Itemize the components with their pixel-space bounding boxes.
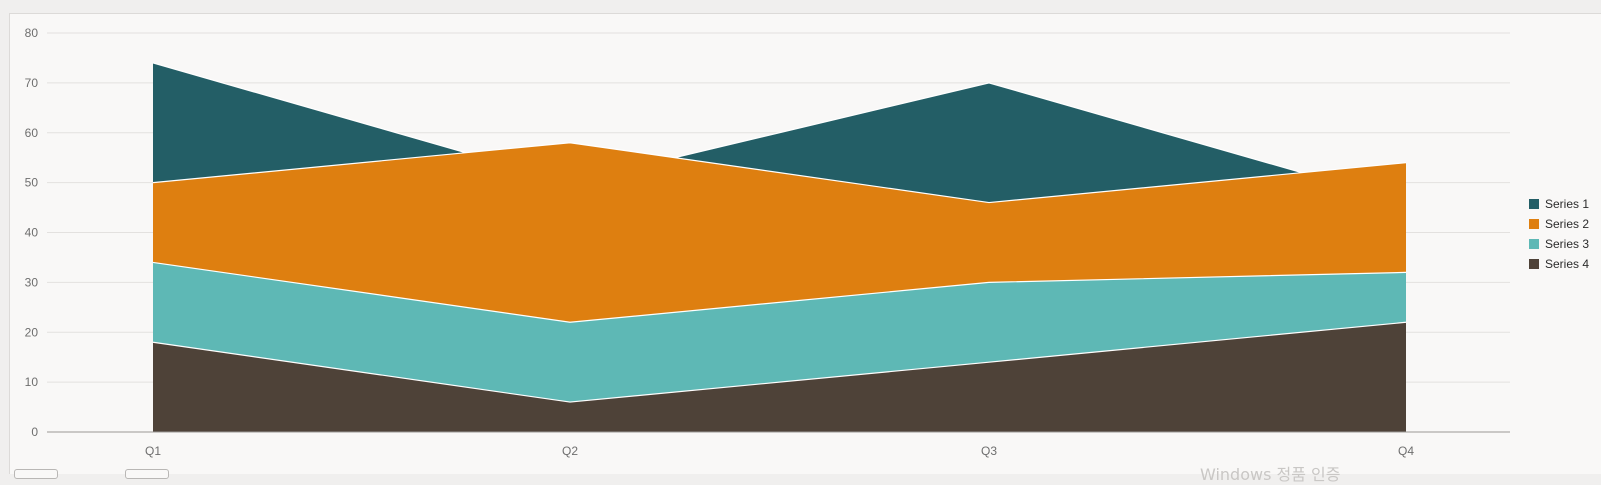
legend-item-series-2[interactable]: Series 2	[1529, 217, 1589, 231]
x-tick-label: Q4	[1398, 444, 1414, 458]
legend-swatch	[1529, 239, 1539, 249]
data-point[interactable]	[567, 140, 573, 146]
area-series-1-edge	[152, 62, 1407, 204]
os-activation-watermark: Windows 정품 인증	[1200, 465, 1341, 484]
y-tick-label: 50	[25, 176, 39, 190]
x-axis-ticks: Q1 Q2 Q3 Q4	[145, 444, 1414, 458]
data-point[interactable]	[150, 339, 156, 345]
legend-swatch	[1529, 219, 1539, 229]
data-point[interactable]	[1403, 160, 1409, 166]
y-tick-label: 60	[25, 126, 39, 140]
footer-button-left[interactable]	[14, 469, 58, 479]
legend-label: Series 2	[1545, 217, 1589, 231]
x-tick-label: Q2	[562, 444, 578, 458]
y-tick-label: 20	[25, 325, 39, 339]
data-point[interactable]	[1403, 319, 1409, 325]
legend-label: Series 4	[1545, 257, 1589, 271]
x-tick-label: Q3	[981, 444, 997, 458]
legend-item-series-3[interactable]: Series 3	[1529, 237, 1589, 251]
y-tick-label: 10	[25, 375, 39, 389]
data-point[interactable]	[150, 60, 156, 66]
legend: Series 1 Series 2 Series 3 Series 4	[1529, 197, 1589, 271]
legend-label: Series 3	[1545, 237, 1589, 251]
area-series-3-edge	[152, 261, 1407, 323]
y-tick-label: 0	[31, 425, 38, 439]
legend-item-series-1[interactable]: Series 1	[1529, 197, 1589, 211]
data-point[interactable]	[567, 319, 573, 325]
legend-swatch	[1529, 199, 1539, 209]
y-tick-label: 80	[25, 26, 39, 40]
footer-button-right[interactable]	[125, 469, 169, 479]
y-axis-ticks: 0 10 20 30 40 50 60 70 80	[25, 26, 39, 439]
x-tick-label: Q1	[145, 444, 161, 458]
area-series-4-edge	[152, 321, 1407, 403]
area-series-2-edge	[152, 142, 1407, 204]
data-point[interactable]	[986, 80, 992, 86]
data-point[interactable]	[986, 279, 992, 285]
data-point[interactable]	[986, 200, 992, 206]
area-series-4	[153, 322, 1406, 432]
data-point[interactable]	[150, 259, 156, 265]
data-point[interactable]	[150, 180, 156, 186]
y-tick-label: 30	[25, 275, 39, 289]
y-tick-label: 40	[25, 226, 39, 240]
data-point[interactable]	[567, 399, 573, 405]
legend-label: Series 1	[1545, 197, 1589, 211]
plot-area	[150, 60, 1409, 433]
legend-swatch	[1529, 259, 1539, 269]
y-tick-label: 70	[25, 76, 39, 90]
legend-item-series-4[interactable]: Series 4	[1529, 257, 1589, 271]
data-point[interactable]	[986, 359, 992, 365]
data-point[interactable]	[1403, 269, 1409, 275]
